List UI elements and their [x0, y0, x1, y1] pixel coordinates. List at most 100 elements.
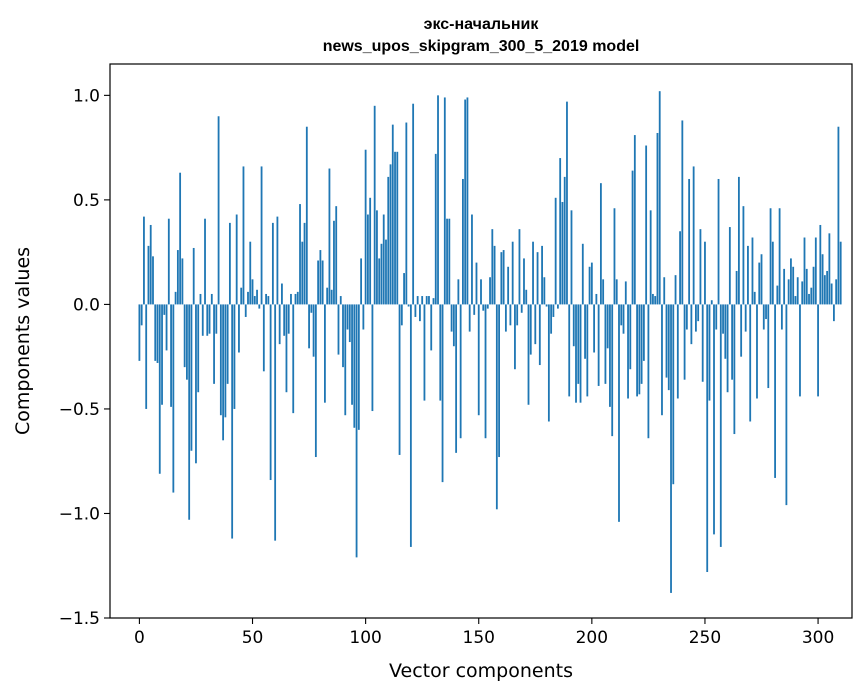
- bar-component-302: [821, 254, 824, 305]
- bar-component-139: [452, 304, 455, 347]
- bar-component-214: [622, 304, 625, 334]
- bar-component-135: [443, 97, 446, 305]
- bar-component-62: [278, 304, 281, 345]
- x-tick-label: 50: [242, 628, 264, 648]
- bar-component-213: [620, 304, 623, 326]
- bar-component-140: [455, 304, 458, 453]
- bar-component-9: [158, 304, 161, 474]
- bar-component-148: [473, 304, 476, 315]
- bar-component-204: [599, 183, 602, 305]
- bar-component-157: [493, 245, 496, 305]
- bar-component-254: [713, 304, 715, 535]
- bar-component-55: [262, 304, 265, 372]
- bar-component-276: [762, 304, 765, 330]
- bar-component-60: [274, 304, 277, 541]
- bar-component-57: [267, 296, 270, 305]
- bar-component-226: [649, 210, 652, 305]
- bar-component-203: [597, 304, 600, 386]
- bar-component-179: [543, 277, 546, 305]
- bar-component-75: [308, 304, 310, 349]
- bar-component-155: [489, 277, 491, 305]
- bar-component-53: [258, 304, 261, 309]
- bar-component-5: [149, 224, 152, 305]
- bar-component-77: [312, 304, 315, 357]
- bar-component-301: [819, 224, 822, 305]
- bar-component-171: [525, 289, 528, 305]
- bar-component-222: [640, 304, 643, 384]
- bar-component-117: [403, 273, 405, 305]
- bar-component-41: [231, 304, 234, 539]
- bar-component-83: [326, 287, 329, 305]
- bar-component-308: [835, 279, 838, 305]
- bar-component-170: [523, 258, 525, 305]
- bar-component-238: [676, 304, 679, 399]
- bar-component-29: [204, 218, 206, 305]
- bar-component-126: [423, 304, 426, 401]
- bar-component-131: [434, 153, 437, 305]
- bar-component-247: [697, 304, 700, 322]
- bar-component-153: [484, 304, 487, 439]
- bar-component-177: [538, 304, 541, 366]
- bar-component-11: [163, 304, 166, 315]
- y-tick-label: −0.5: [59, 400, 100, 420]
- bar-component-220: [636, 304, 638, 397]
- bar-component-102: [369, 197, 372, 305]
- bar-component-10: [161, 304, 163, 405]
- y-tick-label: 1.0: [73, 86, 100, 106]
- bar-component-190: [568, 304, 571, 397]
- bar-component-185: [557, 304, 559, 309]
- bar-component-294: [803, 237, 806, 305]
- bar-component-0: [138, 304, 141, 361]
- bar-component-149: [475, 262, 478, 305]
- bar-component-168: [518, 229, 521, 305]
- y-tick-label: 0.0: [73, 295, 100, 315]
- bar-component-259: [724, 304, 727, 359]
- bar-component-236: [672, 304, 675, 485]
- bar-component-309: [837, 126, 840, 305]
- bar-component-18: [179, 172, 182, 305]
- bar-component-123: [416, 296, 419, 305]
- bar-component-76: [310, 304, 313, 313]
- bar-component-191: [570, 210, 573, 305]
- bar-component-165: [511, 241, 514, 305]
- bar-component-13: [167, 218, 170, 305]
- bar-component-232: [663, 277, 666, 305]
- bar-component-125: [421, 296, 424, 305]
- bar-component-228: [654, 296, 657, 305]
- bar-component-43: [235, 214, 238, 305]
- bar-component-17: [176, 250, 179, 305]
- bar-component-184: [554, 197, 557, 305]
- bar-component-121: [412, 103, 415, 305]
- bar-component-130: [432, 298, 435, 305]
- bar-component-138: [450, 304, 453, 332]
- bar-component-128: [428, 296, 430, 305]
- bar-component-104: [373, 105, 376, 305]
- bar-component-142: [459, 304, 462, 439]
- bar-component-291: [796, 277, 799, 305]
- bar-component-271: [751, 237, 754, 305]
- bar-component-195: [579, 304, 582, 403]
- bar-component-50: [251, 279, 254, 305]
- bar-component-134: [441, 304, 444, 483]
- bar-component-73: [303, 222, 306, 305]
- bar-component-35: [217, 116, 220, 305]
- bar-component-133: [439, 304, 442, 401]
- bar-component-198: [586, 304, 589, 397]
- bar-component-70: [296, 291, 299, 305]
- bar-component-124: [419, 304, 421, 322]
- bar-component-282: [776, 285, 779, 305]
- bar-component-215: [624, 281, 627, 305]
- bar-component-202: [595, 293, 598, 305]
- bar-component-293: [801, 281, 804, 305]
- bar-component-145: [466, 97, 469, 305]
- bar-component-98: [360, 258, 363, 305]
- bar-component-46: [242, 166, 245, 305]
- bar-component-86: [333, 220, 335, 305]
- y-tick-label: 0.5: [73, 191, 100, 211]
- bar-component-258: [722, 304, 724, 334]
- bar-component-137: [448, 218, 451, 305]
- bar-component-235: [670, 304, 672, 593]
- bar-component-78: [314, 304, 317, 458]
- bar-component-296: [808, 293, 810, 305]
- bar-component-16: [174, 291, 177, 305]
